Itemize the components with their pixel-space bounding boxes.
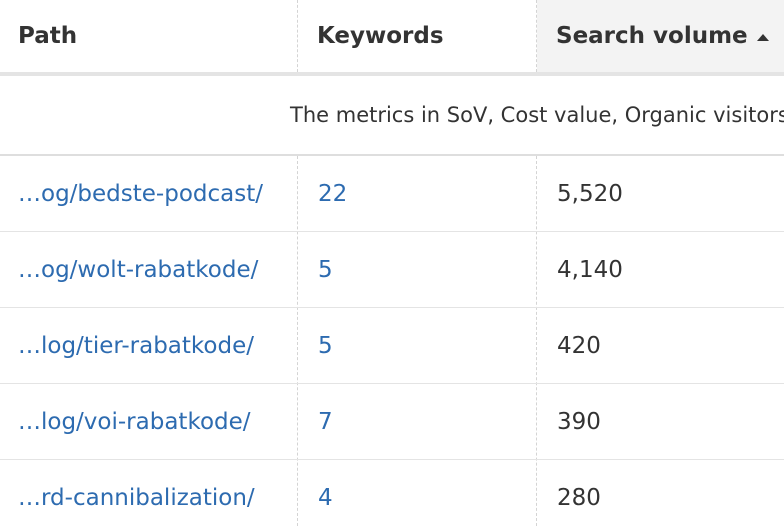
- header-path[interactable]: Path: [0, 0, 297, 72]
- search-volume-value: 390: [557, 408, 601, 435]
- header-keywords[interactable]: Keywords: [298, 0, 536, 72]
- table-row: …rd-cannibalization/ 4 280: [0, 460, 784, 526]
- path-link[interactable]: …og/wolt-rabatkode/: [18, 256, 259, 283]
- path-link[interactable]: …og/bedste-podcast/: [18, 180, 263, 207]
- table-header: Path Keywords Search volume: [0, 0, 784, 72]
- table-row: …og/wolt-rabatkode/ 5 4,140: [0, 232, 784, 308]
- path-link[interactable]: …log/voi-rabatkode/: [18, 408, 251, 435]
- keywords-link[interactable]: 4: [318, 484, 333, 511]
- path-link[interactable]: …rd-cannibalization/: [18, 484, 255, 511]
- table-row: …log/tier-rabatkode/ 5 420: [0, 308, 784, 384]
- path-cell: …og/bedste-podcast/: [0, 156, 297, 231]
- path-cell: …log/voi-rabatkode/: [0, 384, 297, 459]
- keywords-cell: 7: [298, 384, 536, 459]
- column-divider: [536, 156, 537, 526]
- keywords-cell: 4: [298, 460, 536, 526]
- header-path-label: Path: [18, 23, 78, 49]
- header-search-volume[interactable]: Search volume: [537, 0, 784, 72]
- column-divider: [536, 0, 537, 72]
- keywords-cell: 5: [298, 232, 536, 307]
- column-divider: [297, 156, 298, 526]
- header-divider: [0, 72, 784, 76]
- caret-up-icon[interactable]: [756, 33, 769, 41]
- keywords-link[interactable]: 7: [318, 408, 333, 435]
- metrics-notice: The metrics in SoV, Cost value, Organic …: [0, 76, 784, 154]
- search-volume-value: 5,520: [557, 180, 623, 207]
- header-keywords-label: Keywords: [317, 23, 444, 49]
- search-volume-cell: 4,140: [537, 232, 784, 307]
- column-divider: [297, 0, 298, 72]
- table-row: …og/bedste-podcast/ 22 5,520: [0, 156, 784, 232]
- path-cell: …log/tier-rabatkode/: [0, 308, 297, 383]
- path-link[interactable]: …log/tier-rabatkode/: [18, 332, 254, 359]
- search-volume-value: 280: [557, 484, 601, 511]
- search-volume-cell: 280: [537, 460, 784, 526]
- header-search-volume-label: Search volume: [556, 23, 748, 49]
- keywords-link[interactable]: 22: [318, 180, 348, 207]
- search-volume-cell: 420: [537, 308, 784, 383]
- metrics-notice-text: The metrics in SoV, Cost value, Organic …: [290, 103, 784, 127]
- search-volume-value: 420: [557, 332, 601, 359]
- keywords-cell: 5: [298, 308, 536, 383]
- keywords-link[interactable]: 5: [318, 332, 333, 359]
- keywords-link[interactable]: 5: [318, 256, 333, 283]
- path-cell: …rd-cannibalization/: [0, 460, 297, 526]
- search-volume-value: 4,140: [557, 256, 623, 283]
- search-volume-cell: 5,520: [537, 156, 784, 231]
- path-cell: …og/wolt-rabatkode/: [0, 232, 297, 307]
- search-volume-cell: 390: [537, 384, 784, 459]
- table-row: …log/voi-rabatkode/ 7 390: [0, 384, 784, 460]
- keywords-cell: 22: [298, 156, 536, 231]
- notice-divider: [0, 154, 784, 156]
